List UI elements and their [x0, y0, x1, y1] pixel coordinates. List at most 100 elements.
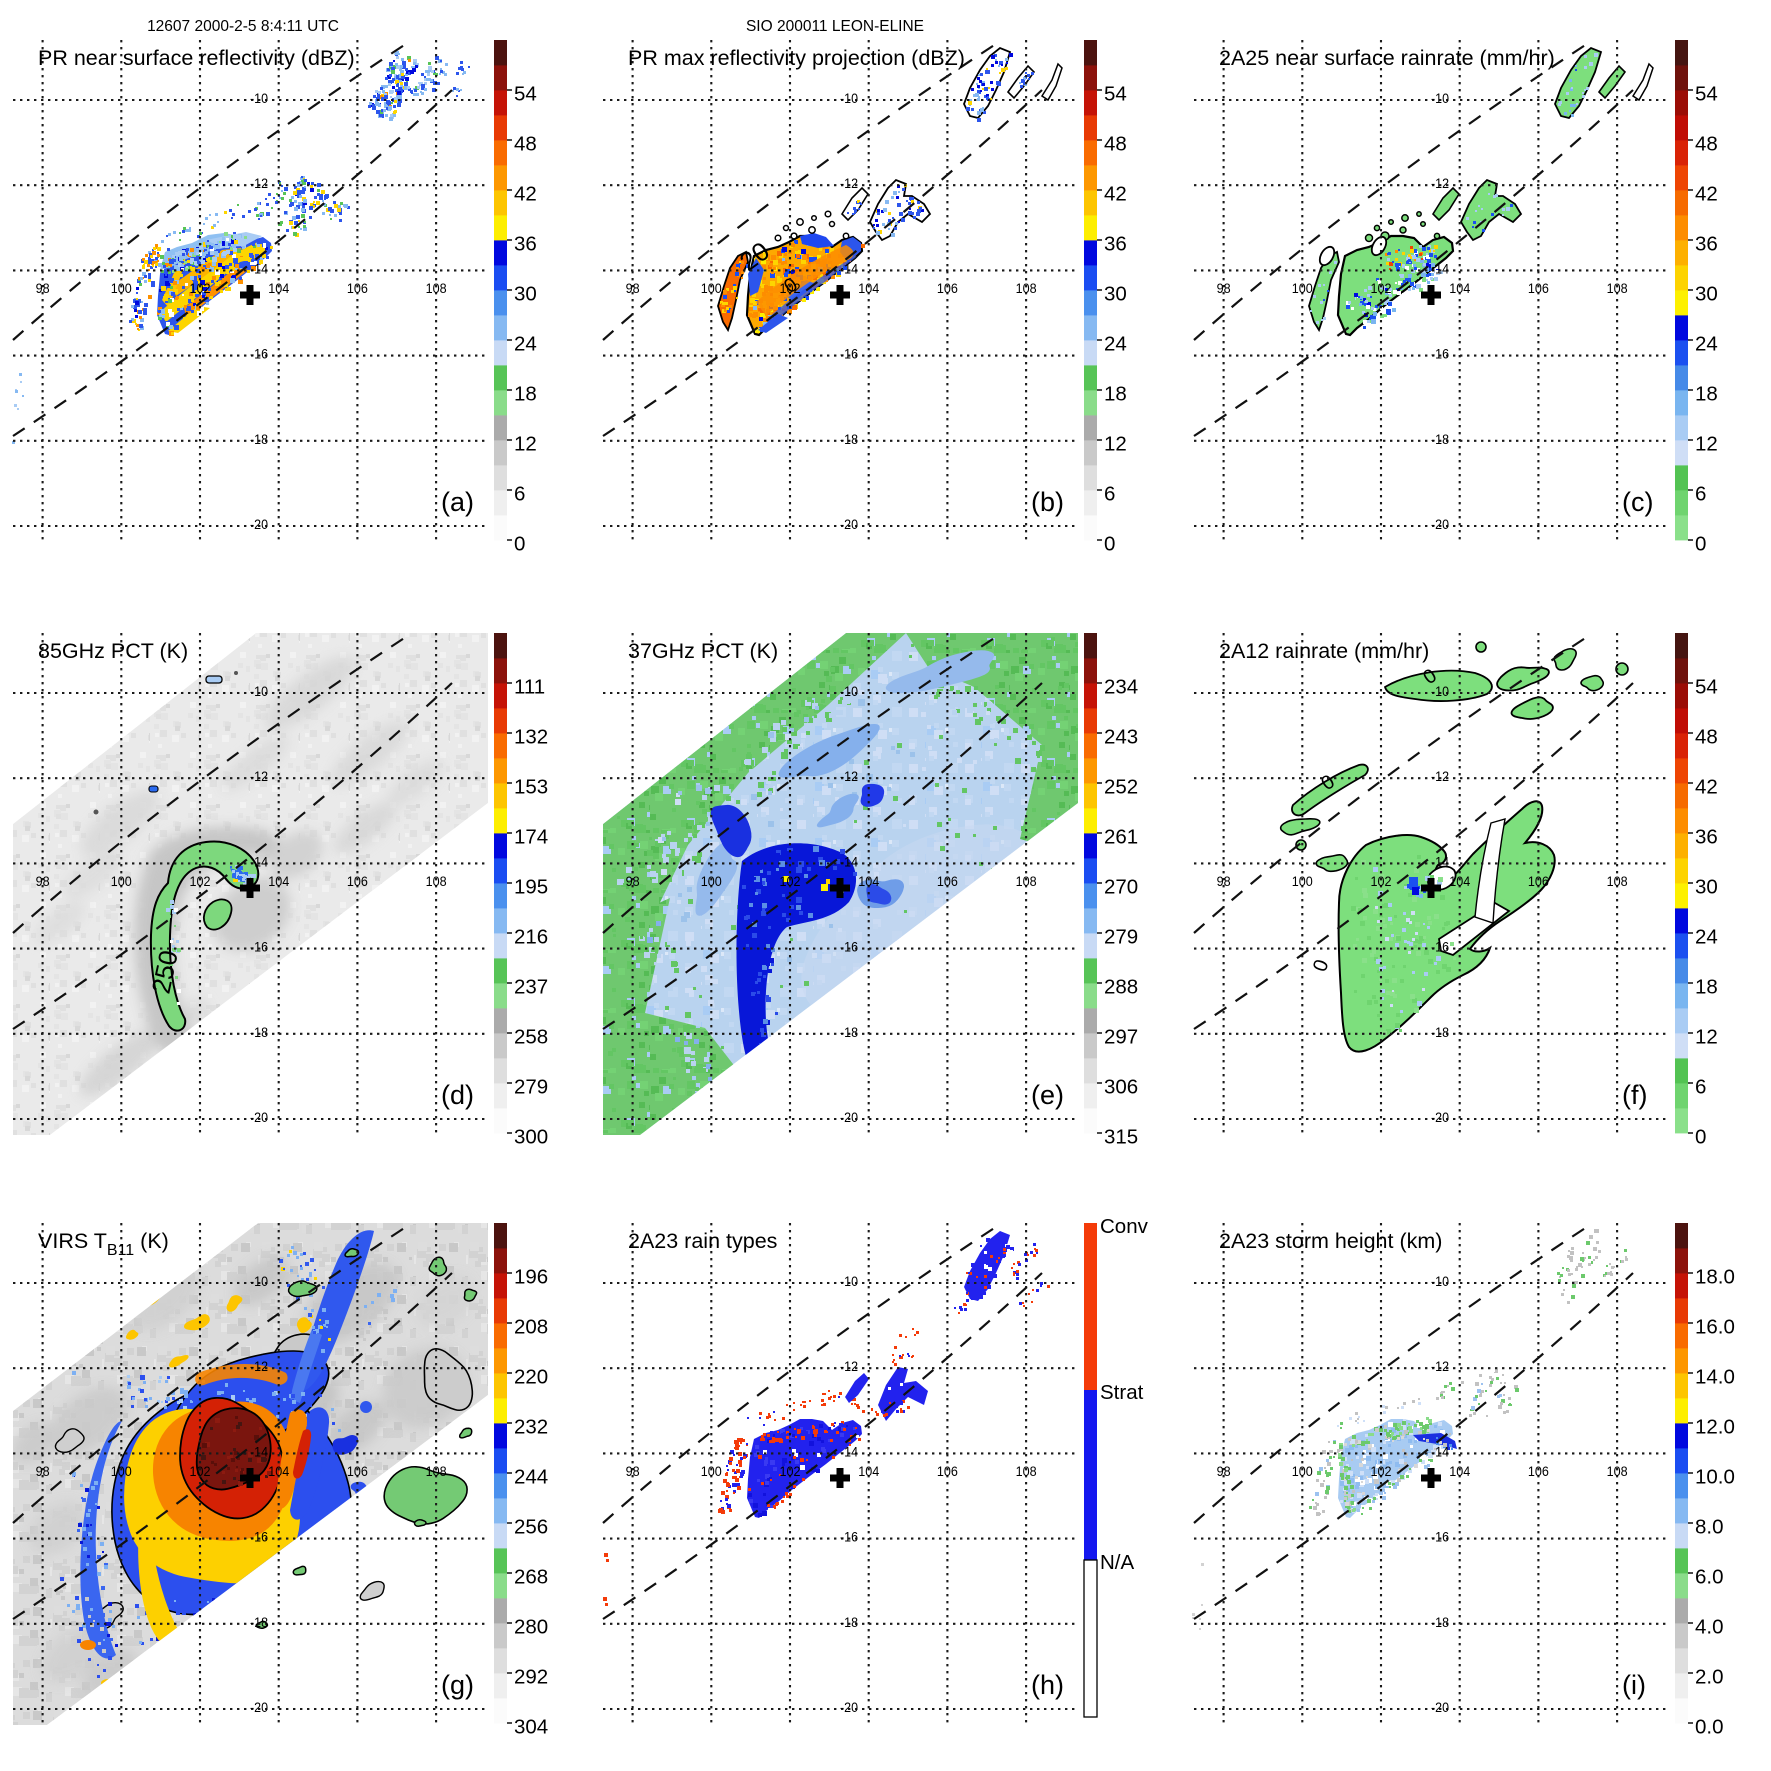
svg-text:36: 36 — [514, 233, 537, 256]
svg-text:195: 195 — [514, 876, 548, 899]
svg-text:-16: -16 — [840, 346, 858, 362]
svg-text:98: 98 — [1217, 873, 1231, 889]
svg-text:SIO 200011 LEON-ELINE: SIO 200011 LEON-ELINE — [746, 18, 924, 35]
svg-text:100: 100 — [1292, 280, 1313, 296]
svg-text:-10: -10 — [840, 683, 858, 699]
svg-text:-18: -18 — [840, 431, 858, 447]
svg-text:18: 18 — [514, 383, 537, 406]
svg-text:280: 280 — [514, 1616, 548, 1639]
svg-text:100: 100 — [111, 280, 132, 296]
svg-text:106: 106 — [937, 873, 958, 889]
svg-text:12.0: 12.0 — [1695, 1416, 1735, 1439]
svg-text:30: 30 — [1104, 283, 1127, 306]
svg-text:108: 108 — [1016, 1463, 1037, 1479]
svg-text:(e): (e) — [1031, 1080, 1064, 1110]
svg-text:18: 18 — [1695, 976, 1718, 999]
svg-text:306: 306 — [1104, 1076, 1138, 1099]
svg-text:12: 12 — [514, 433, 537, 456]
svg-text:108: 108 — [1016, 280, 1037, 296]
svg-text:256: 256 — [514, 1516, 548, 1539]
svg-text:100: 100 — [1292, 1463, 1313, 1479]
svg-text:18: 18 — [1695, 383, 1718, 406]
svg-text:174: 174 — [514, 826, 548, 849]
svg-text:100: 100 — [111, 873, 132, 889]
svg-text:106: 106 — [937, 280, 958, 296]
svg-text:-12: -12 — [840, 175, 858, 191]
svg-text:102: 102 — [190, 873, 211, 889]
svg-text:106: 106 — [1528, 1463, 1549, 1479]
svg-text:(i): (i) — [1622, 1670, 1646, 1700]
svg-text:2A23 storm height (km): 2A23 storm height (km) — [1219, 1229, 1442, 1253]
svg-text:-16: -16 — [250, 939, 268, 955]
svg-text:42: 42 — [1104, 183, 1127, 206]
svg-text:258: 258 — [514, 1026, 548, 1049]
svg-text:-18: -18 — [250, 1024, 268, 1040]
svg-text:104: 104 — [268, 280, 289, 296]
svg-text:18: 18 — [1104, 383, 1127, 406]
svg-text:-10: -10 — [250, 683, 268, 699]
svg-text:-12: -12 — [250, 1358, 268, 1374]
svg-text:106: 106 — [1528, 873, 1549, 889]
svg-text:-14: -14 — [840, 1443, 858, 1459]
svg-text:-14: -14 — [1431, 260, 1449, 276]
svg-text:98: 98 — [626, 280, 640, 296]
svg-text:102: 102 — [1371, 280, 1392, 296]
svg-text:12607 2000-2-5 8:4:11 UTC: 12607 2000-2-5 8:4:11 UTC — [147, 18, 339, 35]
svg-text:132: 132 — [514, 726, 548, 749]
svg-text:6.0: 6.0 — [1695, 1566, 1724, 1589]
svg-text:37GHz PCT (K): 37GHz PCT (K) — [628, 639, 778, 663]
svg-text:208: 208 — [514, 1316, 548, 1339]
svg-text:6: 6 — [1104, 483, 1115, 506]
svg-text:232: 232 — [514, 1416, 548, 1439]
svg-text:85GHz PCT (K): 85GHz PCT (K) — [38, 639, 188, 663]
svg-text:4.0: 4.0 — [1695, 1616, 1724, 1639]
svg-text:-12: -12 — [1431, 175, 1449, 191]
svg-text:104: 104 — [1449, 1463, 1470, 1479]
svg-text:PR max reflectivity projection: PR max reflectivity projection (dBZ) — [628, 46, 965, 70]
svg-text:-16: -16 — [840, 939, 858, 955]
svg-text:48: 48 — [1695, 726, 1718, 749]
svg-text:30: 30 — [514, 283, 537, 306]
svg-text:288: 288 — [1104, 976, 1138, 999]
svg-text:30: 30 — [1695, 283, 1718, 306]
svg-text:104: 104 — [858, 873, 879, 889]
svg-text:98: 98 — [1217, 280, 1231, 296]
svg-text:100: 100 — [701, 1463, 722, 1479]
svg-text:42: 42 — [514, 183, 537, 206]
svg-text:108: 108 — [426, 873, 447, 889]
svg-text:42: 42 — [1695, 183, 1718, 206]
svg-text:261: 261 — [1104, 826, 1138, 849]
svg-text:0: 0 — [1695, 533, 1706, 556]
svg-text:N/A: N/A — [1100, 1551, 1135, 1574]
svg-text:108: 108 — [426, 280, 447, 296]
svg-text:100: 100 — [701, 280, 722, 296]
svg-text:-20: -20 — [840, 516, 858, 532]
svg-text:102: 102 — [780, 1463, 801, 1479]
svg-text:-18: -18 — [1431, 431, 1449, 447]
svg-text:(f): (f) — [1622, 1080, 1647, 1110]
svg-text:(g): (g) — [441, 1670, 474, 1700]
svg-text:6: 6 — [1695, 1076, 1706, 1099]
svg-text:2A25 near surface rainrate (mm: 2A25 near surface rainrate (mm/hr) — [1219, 46, 1555, 70]
svg-text:98: 98 — [36, 873, 50, 889]
svg-text:-10: -10 — [840, 1273, 858, 1289]
svg-text:104: 104 — [1449, 280, 1470, 296]
svg-text:106: 106 — [347, 280, 368, 296]
svg-text:100: 100 — [1292, 873, 1313, 889]
svg-text:106: 106 — [347, 1463, 368, 1479]
svg-text:42: 42 — [1695, 776, 1718, 799]
svg-text:-10: -10 — [840, 90, 858, 106]
svg-text:Conv: Conv — [1100, 1215, 1149, 1238]
svg-text:304: 304 — [514, 1716, 548, 1739]
svg-text:102: 102 — [190, 280, 211, 296]
svg-text:108: 108 — [1607, 280, 1628, 296]
svg-text:(a): (a) — [441, 487, 474, 517]
svg-text:102: 102 — [190, 1463, 211, 1479]
svg-text:252: 252 — [1104, 776, 1138, 799]
svg-text:-18: -18 — [250, 1614, 268, 1630]
svg-text:-20: -20 — [250, 516, 268, 532]
svg-text:24: 24 — [1104, 333, 1127, 356]
svg-text:102: 102 — [1371, 873, 1392, 889]
svg-text:-12: -12 — [1431, 1358, 1449, 1374]
svg-text:98: 98 — [36, 1463, 50, 1479]
